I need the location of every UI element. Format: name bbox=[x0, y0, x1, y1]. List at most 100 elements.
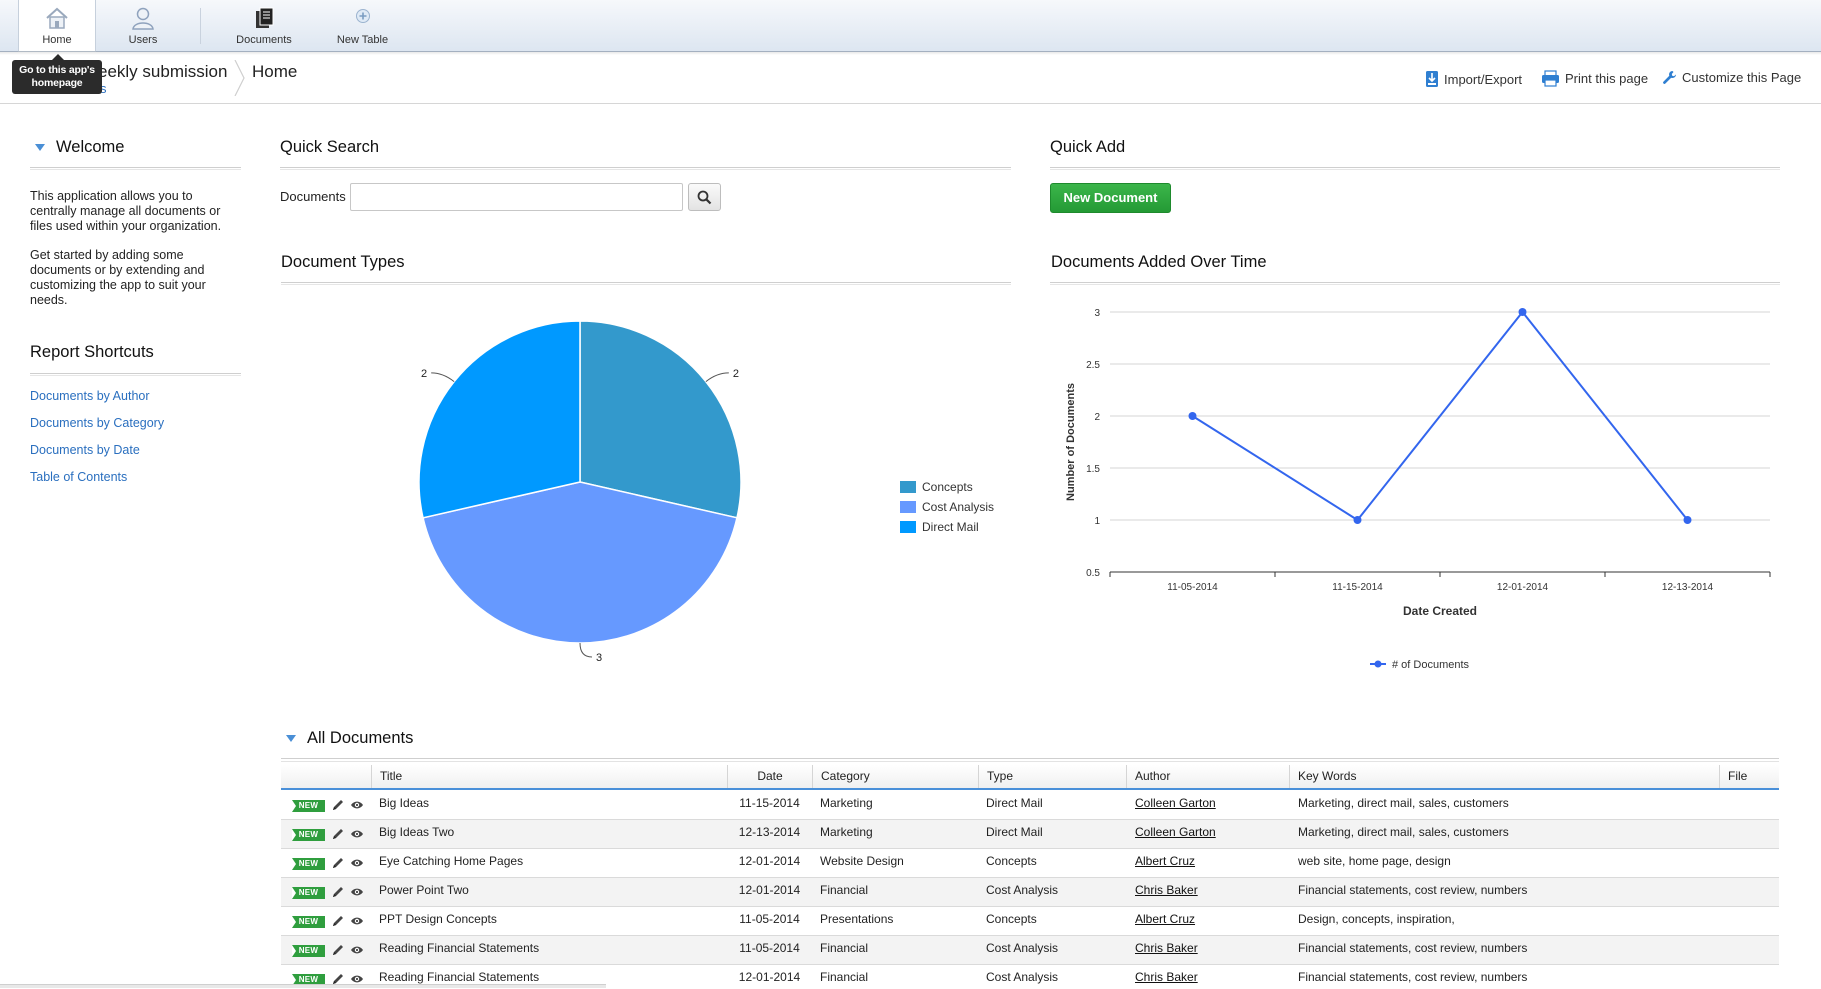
collapse-triangle-icon[interactable] bbox=[286, 735, 296, 743]
cell-author[interactable]: Chris Baker bbox=[1135, 970, 1198, 984]
column-header-category[interactable]: Category bbox=[812, 765, 978, 788]
cell-date: 12-01-2014 bbox=[738, 883, 801, 897]
cell-title: PPT Design Concepts bbox=[379, 912, 497, 926]
report-shortcuts-divider bbox=[30, 373, 241, 376]
toolbar-home-button[interactable]: Home bbox=[18, 0, 96, 52]
edit-pencil-icon[interactable] bbox=[331, 798, 345, 812]
cell-category: Website Design bbox=[820, 854, 904, 868]
shortcut-documents-by-category[interactable]: Documents by Category bbox=[30, 416, 165, 430]
column-header-key-words[interactable]: Key Words bbox=[1289, 765, 1719, 788]
column-header-type[interactable]: Type bbox=[978, 765, 1126, 788]
view-eye-icon[interactable] bbox=[350, 798, 364, 812]
cell-author[interactable]: Albert Cruz bbox=[1135, 912, 1196, 926]
document-types-divider bbox=[281, 282, 1011, 285]
cell-author[interactable]: Albert Cruz bbox=[1135, 854, 1196, 868]
cell-title: Reading Financial Statements bbox=[379, 970, 540, 984]
y-tick-label: 1 bbox=[1094, 516, 1100, 527]
legend-item[interactable]: Concepts bbox=[900, 477, 994, 497]
new-badge: NEW bbox=[292, 945, 325, 957]
shortcut-documents-by-date[interactable]: Documents by Date bbox=[30, 443, 140, 457]
documents-over-time-title: Documents Added Over Time bbox=[1051, 253, 1267, 271]
cell-type: Concepts bbox=[986, 912, 1037, 926]
collapse-triangle-icon[interactable] bbox=[35, 144, 45, 152]
quick-search-title: Quick Search bbox=[280, 138, 380, 156]
table-row[interactable]: NEW Power Point Two 12-01-2014 Financial Co… bbox=[281, 878, 1779, 907]
column-header-title[interactable]: Title bbox=[371, 765, 727, 788]
print-page-button[interactable]: Print this page bbox=[1541, 70, 1648, 87]
edit-pencil-icon[interactable] bbox=[331, 827, 345, 841]
breadcrumb-app-link[interactable]: s bbox=[100, 81, 107, 96]
pie-data-label: 2 bbox=[733, 368, 739, 380]
legend-item[interactable]: Direct Mail bbox=[900, 517, 994, 537]
cell-author[interactable]: Colleen Garton bbox=[1135, 825, 1216, 839]
search-icon bbox=[697, 190, 712, 204]
view-eye-icon[interactable] bbox=[350, 856, 364, 870]
breadcrumb: eekly submission s Home Import/Export Pr… bbox=[0, 52, 1821, 104]
customize-page-button[interactable]: Customize this Page bbox=[1662, 70, 1801, 85]
data-point[interactable] bbox=[1518, 308, 1527, 316]
quick-search-label: Documents bbox=[280, 189, 346, 204]
data-point[interactable] bbox=[1188, 412, 1197, 420]
edit-pencil-icon[interactable] bbox=[331, 914, 345, 928]
table-row[interactable]: NEW Reading Financial Statements 12-01-20… bbox=[281, 965, 1779, 989]
edit-pencil-icon[interactable] bbox=[331, 856, 345, 870]
legend-item[interactable]: Cost Analysis bbox=[900, 497, 994, 517]
cell-keywords: Marketing, direct mail, sales, customers bbox=[1298, 796, 1509, 810]
table-row[interactable]: NEW Big Ideas 11-15-2014 Marketing Direct M… bbox=[281, 791, 1779, 820]
pie-slice-concepts bbox=[579, 320, 742, 519]
view-eye-icon[interactable] bbox=[350, 914, 364, 928]
welcome-divider bbox=[30, 167, 241, 170]
column-header-author[interactable]: Author bbox=[1126, 765, 1289, 788]
cell-author[interactable]: Colleen Garton bbox=[1135, 796, 1216, 810]
cell-title: Big Ideas bbox=[379, 796, 430, 810]
toolbar-documents-button[interactable]: Documents bbox=[225, 0, 303, 52]
data-point[interactable] bbox=[1353, 516, 1362, 524]
edit-pencil-icon[interactable] bbox=[331, 885, 345, 899]
new-badge: NEW bbox=[292, 887, 325, 899]
print-page-label: Print this page bbox=[1565, 71, 1649, 86]
view-eye-icon[interactable] bbox=[350, 827, 364, 841]
shortcut-table-of-contents[interactable]: Table of Contents bbox=[30, 470, 128, 484]
document-types-title: Document Types bbox=[281, 253, 405, 271]
toolbar-new-table-button[interactable]: New Table bbox=[325, 0, 400, 52]
breadcrumb-app-name[interactable]: eekly submission bbox=[98, 62, 228, 81]
edit-pencil-icon[interactable] bbox=[331, 972, 345, 986]
cell-date: 12-01-2014 bbox=[738, 854, 801, 868]
cell-keywords: Financial statements, cost review, numbe… bbox=[1298, 970, 1528, 984]
column-header-file[interactable]: File bbox=[1719, 765, 1779, 788]
toolbar-new-table-label: New Table bbox=[336, 34, 389, 46]
edit-pencil-icon[interactable] bbox=[331, 943, 345, 957]
all-documents-divider bbox=[281, 758, 1779, 762]
quick-search-input[interactable] bbox=[350, 183, 683, 211]
document-types-pie-chart: 2 3 2 bbox=[418, 320, 742, 664]
table-header: Title Date Category Type Author Key Words File bbox=[281, 765, 1779, 790]
search-button[interactable] bbox=[688, 183, 721, 211]
shortcut-documents-by-author[interactable]: Documents by Author bbox=[30, 389, 150, 403]
documents-over-time-divider bbox=[1050, 282, 1780, 285]
data-point[interactable] bbox=[1683, 516, 1692, 524]
column-header-date[interactable]: Date bbox=[727, 765, 812, 788]
horizontal-scrollbar[interactable] bbox=[0, 984, 606, 988]
table-row[interactable]: NEW Big Ideas Two 12-13-2014 Marketing Dire… bbox=[281, 820, 1779, 849]
import-export-button[interactable]: Import/Export bbox=[1425, 70, 1522, 88]
wrench-icon bbox=[1663, 71, 1676, 84]
pie-label-leader bbox=[579, 642, 593, 658]
toolbar-users-button[interactable]: Users bbox=[108, 0, 178, 52]
legend-label: Direct Mail bbox=[922, 520, 979, 534]
view-eye-icon[interactable] bbox=[350, 885, 364, 899]
table-row[interactable]: NEW PPT Design Concepts 11-05-2014 Present… bbox=[281, 907, 1779, 936]
new-document-button[interactable]: New Document bbox=[1050, 183, 1171, 213]
cell-author[interactable]: Chris Baker bbox=[1135, 941, 1198, 955]
table-row[interactable]: NEW Reading Financial Statements 11-05-20… bbox=[281, 936, 1779, 965]
x-axis-title: Date Created bbox=[1403, 604, 1477, 618]
legend-swatch bbox=[900, 521, 916, 533]
cell-author[interactable]: Chris Baker bbox=[1135, 883, 1198, 897]
x-tick-label: 12-01-2014 bbox=[1497, 582, 1549, 593]
view-eye-icon[interactable] bbox=[350, 972, 364, 986]
pie-legend: Concepts Cost Analysis Direct Mail bbox=[900, 477, 994, 537]
x-tick-label: 11-15-2014 bbox=[1332, 582, 1383, 593]
table-row[interactable]: NEW Eye Catching Home Pages 12-01-2014 Web… bbox=[281, 849, 1779, 878]
toolbar-users-label: Users bbox=[128, 34, 158, 46]
view-eye-icon[interactable] bbox=[350, 943, 364, 957]
welcome-title: Welcome bbox=[56, 138, 125, 156]
